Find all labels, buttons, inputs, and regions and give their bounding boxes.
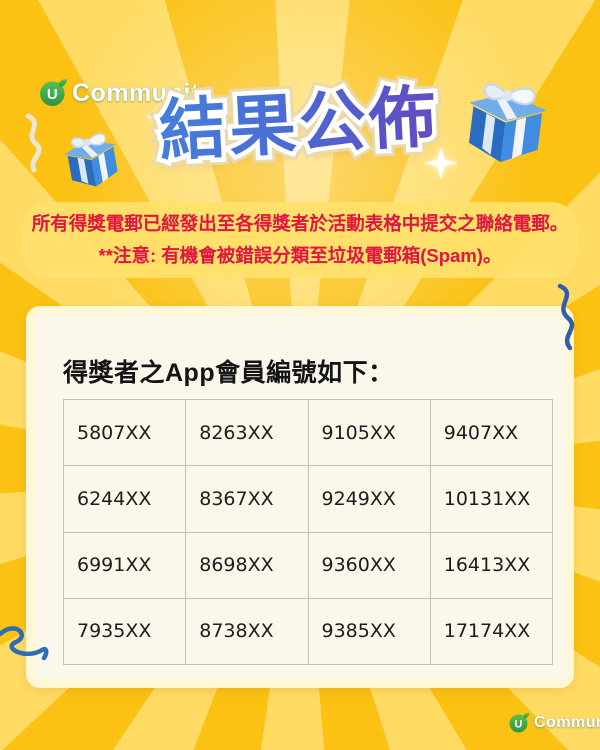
table-cell: 8263XX <box>185 398 309 467</box>
gift-box-icon <box>468 83 548 163</box>
brand-logo-top: U Community <box>38 78 214 108</box>
notice-line-1: 所有得獎電郵已經發出至各得獎者於活動表格中提交之聯絡電郵。 <box>31 213 569 234</box>
table-row: 5807XX 8263XX 9105XX 9407XX <box>62 398 554 467</box>
table-cell: 6244XX <box>62 465 187 533</box>
table-cell: 16413XX <box>429 531 554 599</box>
u-leaf-badge-icon: U <box>40 79 68 106</box>
table-cell: 5807XX <box>62 398 187 467</box>
badge-letter: U <box>47 86 58 103</box>
silver-streamer-icon <box>25 113 42 173</box>
table-cell: 9105XX <box>307 398 431 467</box>
badge-letter: U <box>515 719 523 731</box>
table-cell: 7935XX <box>62 597 187 666</box>
brand-name: Community <box>534 714 600 731</box>
table-cell: 8738XX <box>185 597 309 666</box>
table-cell: 9385XX <box>307 597 431 666</box>
table-row: 7935XX 8738XX 9385XX 17174XX <box>62 597 554 666</box>
table-row: 6991XX 8698XX 9360XX 16413XX <box>62 531 554 599</box>
winners-card: 得獎者之App會員編號如下： 5807XX 8263XX 9105XX 9407… <box>26 306 574 688</box>
brand-logo-bottom: U Community <box>508 712 600 734</box>
table-cell: 17174XX <box>429 597 554 666</box>
table-cell: 9407XX <box>429 398 554 467</box>
table-cell: 6991XX <box>62 531 187 599</box>
gift-box-icon <box>64 133 118 187</box>
u-leaf-badge-icon: U <box>509 712 530 733</box>
notice-band: 所有得獎電郵已經發出至各得獎者於活動表格中提交之聯絡電郵。 **注意: 有機會被… <box>21 202 579 278</box>
member-number-table: 5807XX 8263XX 9105XX 9407XX 6244XX 8367X… <box>62 398 554 666</box>
table-cell: 9360XX <box>307 531 431 599</box>
table-cell: 10131XX <box>429 465 554 533</box>
sparkle-icon <box>424 146 458 180</box>
brand-name: Community <box>72 78 214 107</box>
table-row: 6244XX 8367XX 9249XX 10131XX <box>62 465 554 533</box>
table-cell: 9249XX <box>307 465 431 533</box>
card-heading: 得獎者之App會員編號如下： <box>63 359 394 387</box>
table-cell: 8698XX <box>185 531 309 599</box>
notice-line-2: **注意: 有機會被錯誤分類至垃圾電郵箱(Spam)。 <box>98 245 502 266</box>
table-cell: 8367XX <box>185 465 309 533</box>
